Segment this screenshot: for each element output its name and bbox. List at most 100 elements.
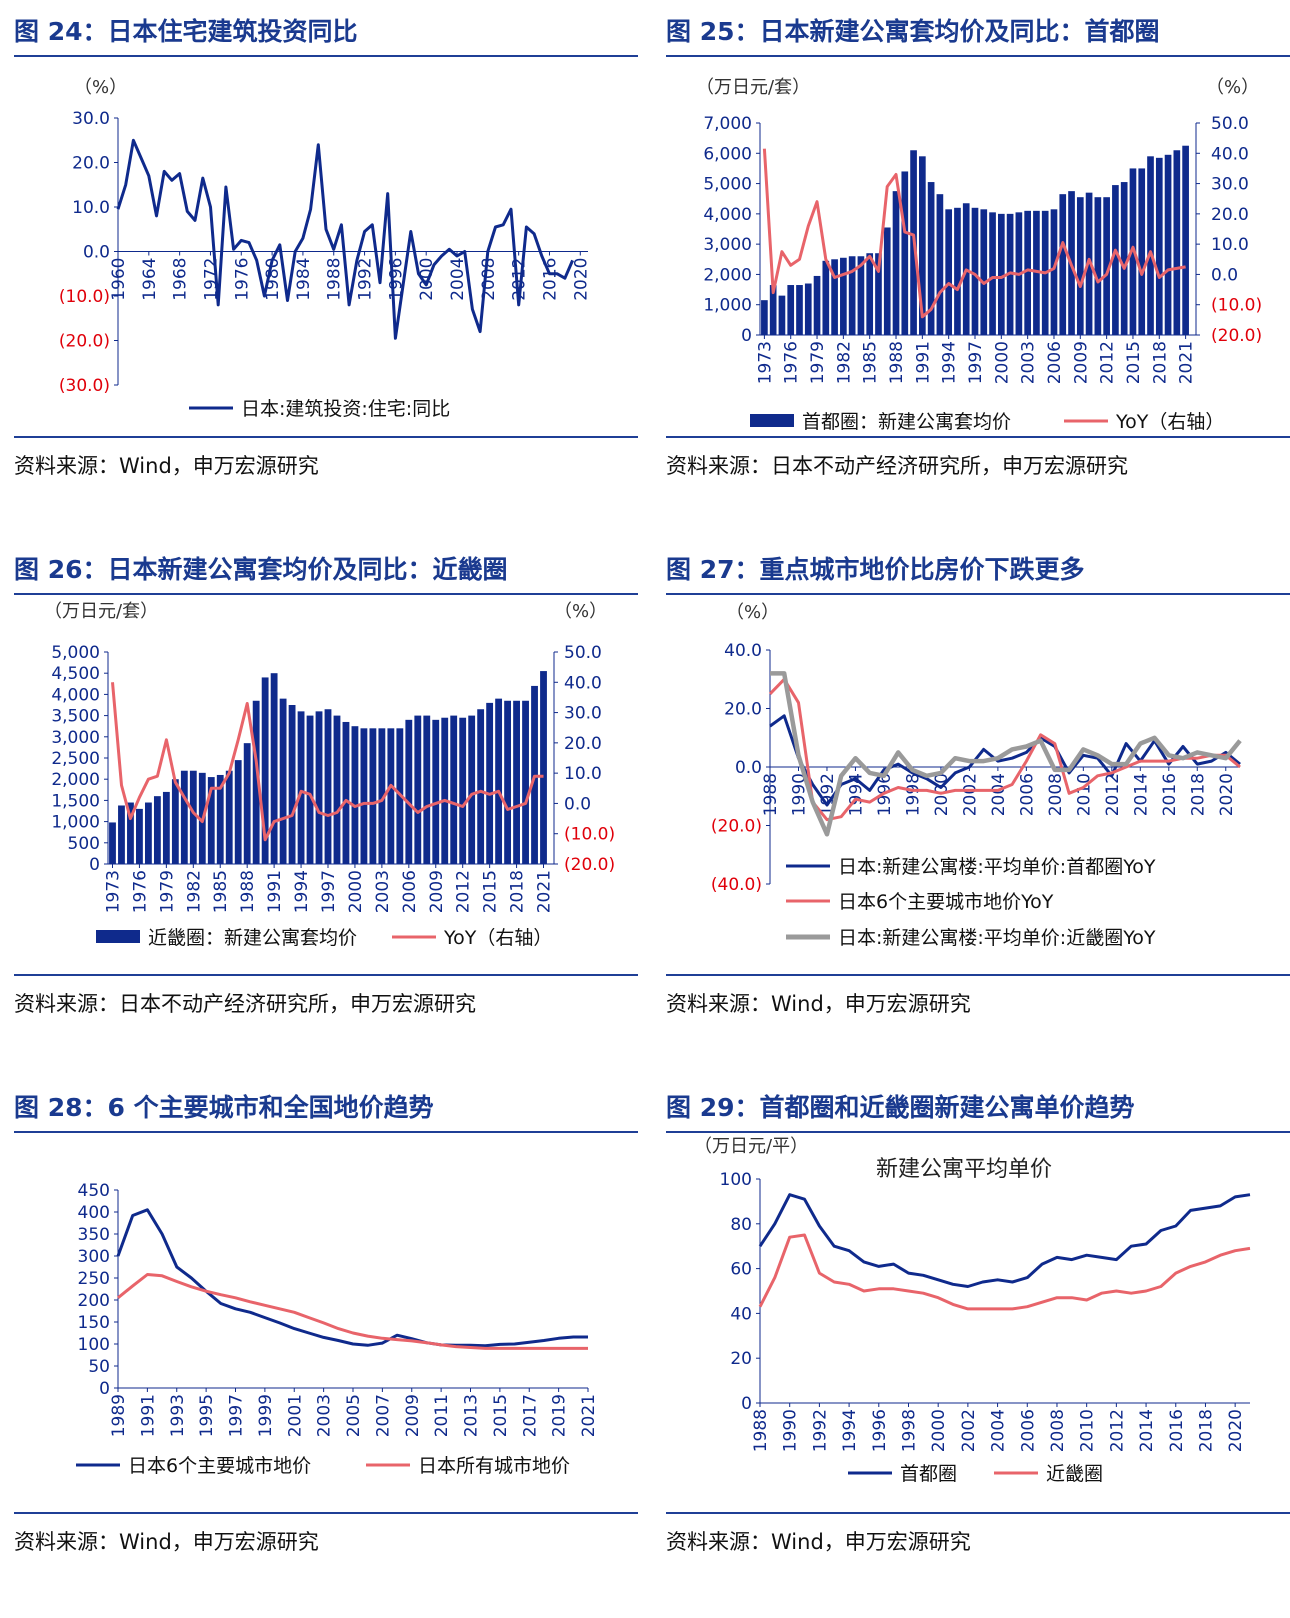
y2-tick-label: 0.0 [1211,265,1238,285]
bar [945,209,953,335]
x-tick-label: 1994 [940,341,960,384]
x-tick-label: 1988 [325,258,345,301]
x-tick-label: 1976 [130,870,150,913]
source-divider [666,1512,1290,1514]
x-tick-label: 1997 [319,870,339,913]
bar [1094,197,1102,335]
y-tick-label: 30.0 [72,109,110,129]
x-tick-label: 1998 [899,1409,919,1452]
x-tick-label: 2003 [1019,341,1039,384]
y-tick-label: 3,500 [51,707,100,727]
series-line [758,1193,1251,1288]
bar [450,715,458,864]
y-tick-label: 500 [68,834,100,854]
x-tick-label: 1997 [227,1394,247,1437]
source-divider [666,436,1290,438]
x-tick-label: 1976 [232,258,252,301]
x-tick-label: 2008 [479,258,499,301]
bar [1182,145,1189,335]
x-tick-label: 2007 [373,1394,393,1437]
bar [369,728,377,864]
x-tick-label: 2009 [1071,341,1091,384]
line-chart-fig27: （%）40.020.00.0(20.0)(40.0)1988 1990 1992 19… [711,602,1242,949]
y-tick-label: (20.0) [711,817,762,837]
bar [216,774,224,864]
bar [459,717,467,864]
chart-title: 图 26：日本新建公寓套均价及同比：近畿圈 [14,555,508,584]
y-tick-label: (30.0) [59,376,110,396]
source-note: 资料来源：Wind，申万宏源研究 [14,454,319,478]
legend-label: 首都圈 [900,1463,957,1485]
bar [540,671,547,864]
x-tick-label: 1992 [810,1409,830,1452]
bar [297,711,305,864]
x-tick-label: 1980 [263,258,283,301]
y-tick-label: 4,000 [51,685,100,705]
title-divider [666,55,1290,57]
chart-title: 图 25：日本新建公寓套均价及同比：首都圈 [666,17,1160,46]
bar [892,191,900,335]
unit-label-left: （万日元/套） [696,77,810,98]
chart-title: 图 24：日本住宅建筑投资同比 [14,17,358,46]
y-tick-label: 0 [741,326,752,346]
x-tick-label: 2008 [1046,773,1066,816]
x-tick-label: 2000 [992,341,1012,384]
y-tick-label: 100 [78,1335,110,1355]
legend-swatch [96,930,140,943]
x-tick-label: 2018 [1196,1409,1216,1452]
y-tick-label: 3,000 [703,235,752,255]
x-tick-label: 1999 [256,1394,276,1437]
y-tick-label: 20.0 [724,700,762,720]
y-tick-label: (10.0) [59,287,110,307]
x-tick-label: 1991 [138,1394,158,1437]
bar [927,182,935,335]
bar [997,213,1005,335]
y2-tick-label: 10.0 [564,764,602,784]
x-tick-label: 1976 [782,341,802,384]
y-tick-label: 4,000 [703,205,752,225]
y-tick-label: 40 [730,1304,752,1324]
chart-panel-fig29: 图 29：首都圈和近畿圈新建公寓单价趋势 （万日元/平） 100 80 60 40 20 0… [666,1088,1290,1618]
y-tick-label: 350 [78,1225,110,1245]
y2-tick-label: (10.0) [1211,296,1262,316]
series-line [770,671,1242,837]
series-line [111,682,544,842]
bar [423,715,431,864]
x-tick-label: 2011 [432,1394,452,1437]
x-tick-label: 1992 [356,258,376,301]
bar [848,256,856,335]
series-line [758,1233,1251,1311]
bar [804,283,812,335]
unit-label-left: （%） [74,77,127,98]
bar [1138,168,1146,335]
bar [857,256,865,335]
y-tick-label: 2,000 [51,770,100,790]
bar [127,802,134,864]
y-tick-label: 40.0 [724,641,762,661]
bar [324,709,332,864]
source-note: 资料来源：日本不动产经济研究所，申万宏源研究 [14,992,476,1016]
y-tick-label: 0 [741,1394,752,1414]
bar [778,295,786,335]
bar [414,715,422,864]
bar [432,719,440,864]
x-tick-label: 2021 [579,1394,599,1437]
bar [1164,154,1172,335]
title-divider [14,593,638,595]
bar [234,760,242,864]
bar [513,700,520,864]
y2-tick-label: 50.0 [1211,114,1249,134]
bar [333,715,341,864]
source-divider [14,436,638,438]
x-tick-label: 1996 [875,773,895,816]
bar [813,275,821,335]
bar [360,728,368,864]
bar [522,700,529,864]
series-line [769,714,1241,807]
y-tick-label: 200 [78,1291,110,1311]
y-tick-label: 0.0 [83,243,110,263]
bar [342,721,350,864]
x-tick-label: 2005 [344,1394,364,1437]
y-tick-label: 250 [78,1269,110,1289]
